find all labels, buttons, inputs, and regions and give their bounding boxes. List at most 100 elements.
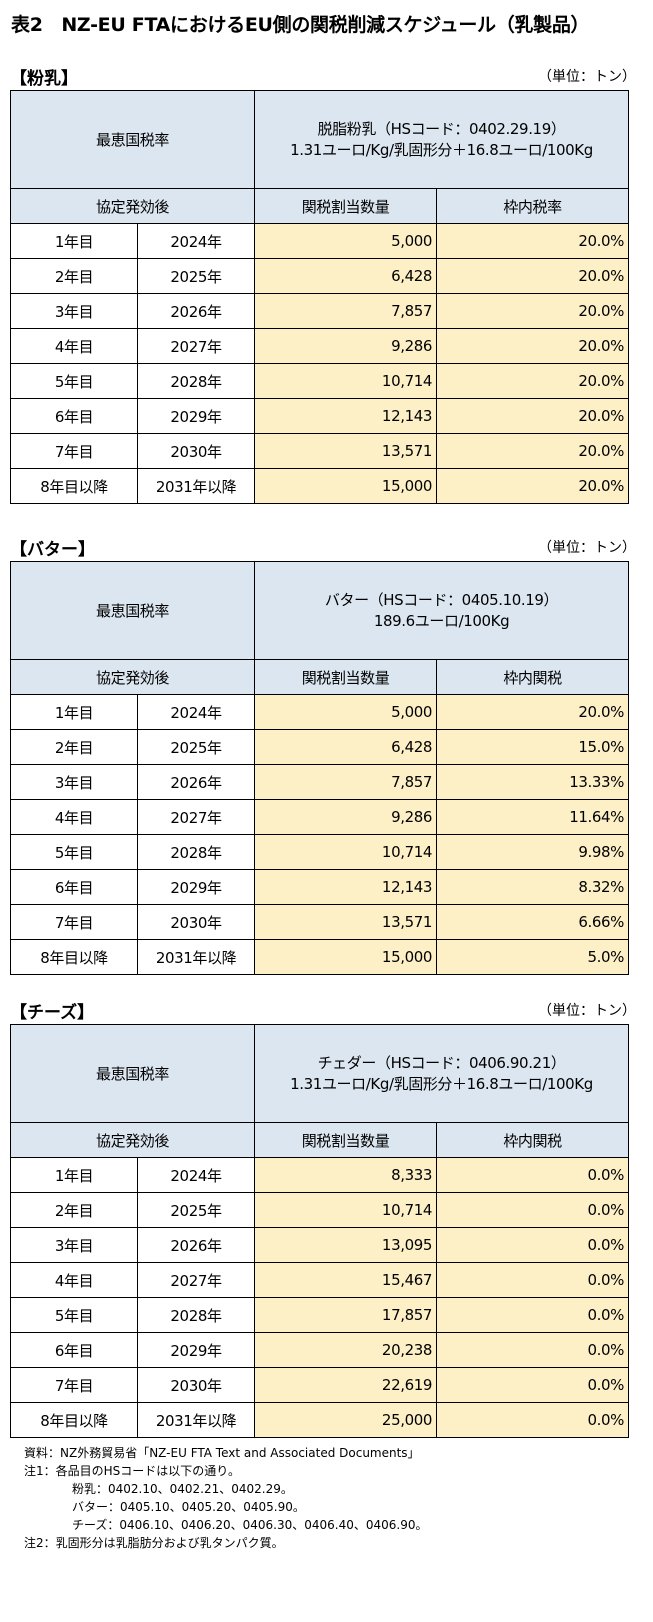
table-row: 3年目 2026年 13,095 0.0% <box>10 1227 630 1263</box>
section-cheese: 【チーズ】 （単位：トン） 最恵国税率 チェダー（HSコード：0406.90.21） 1… <box>9 996 644 1438</box>
schedule-table: 最恵国税率 脱脂粉乳（HSコード：0402.29.19） 1.31ユーロ/Kg/乳固… <box>9 90 630 504</box>
quota-cell: 7,857 <box>254 293 438 329</box>
year-number-cell: 4年目 <box>10 1262 138 1298</box>
calendar-year-cell: 2026年 <box>136 1227 256 1263</box>
table-row: 6年目 2029年 12,143 20.0% <box>10 398 630 434</box>
rate-cell: 0.0% <box>436 1402 630 1438</box>
rate-cell: 20.0% <box>436 433 630 469</box>
table-row: 8年目以降 2031年以降 25,000 0.0% <box>10 1402 630 1438</box>
quota-cell: 13,571 <box>254 433 438 469</box>
column-header-quota: 関税割当数量 <box>254 188 438 224</box>
table-row: 6年目 2029年 20,238 0.0% <box>10 1332 630 1368</box>
column-header-row: 協定発効後 関税割当数量 枠内税率 <box>9 188 630 224</box>
rate-cell: 6.66% <box>436 904 630 940</box>
section-header: 【バター】 （単位：トン） <box>10 533 644 561</box>
year-number-cell: 4年目 <box>10 799 138 835</box>
rate-cell: 0.0% <box>436 1332 630 1368</box>
rate-cell: 0.0% <box>436 1262 630 1298</box>
unit-label: （単位：トン） <box>538 69 636 85</box>
table-row: 7年目 2030年 13,571 6.66% <box>10 904 630 940</box>
calendar-year-cell: 2025年 <box>136 258 256 294</box>
rate-cell: 8.32% <box>436 869 630 905</box>
year-number-cell: 1年目 <box>10 694 138 730</box>
product-mfn-rate: 1.31ユーロ/Kg/乳固形分＋16.8ユーロ/100Kg <box>290 140 593 159</box>
year-number-cell: 7年目 <box>10 433 138 469</box>
quota-cell: 9,286 <box>254 799 438 835</box>
mfn-row: 最恵国税率 チェダー（HSコード：0406.90.21） 1.31ユーロ/Kg/乳固… <box>9 1024 630 1123</box>
rate-cell: 0.0% <box>436 1192 630 1228</box>
source-note: 資料：NZ外務貿易省「NZ-EU FTA Text and Associated… <box>24 1446 420 1460</box>
calendar-year-cell: 2028年 <box>136 1297 256 1333</box>
rate-cell: 11.64% <box>436 799 630 835</box>
calendar-year-cell: 2024年 <box>136 223 256 259</box>
section-title: 【チーズ】 <box>10 1003 95 1023</box>
quota-cell: 13,571 <box>254 904 438 940</box>
column-header-row: 協定発効後 関税割当数量 枠内関税 <box>9 659 630 695</box>
quota-cell: 12,143 <box>254 398 438 434</box>
column-header-row: 協定発効後 関税割当数量 枠内関税 <box>9 1122 630 1158</box>
calendar-year-cell: 2027年 <box>136 1262 256 1298</box>
calendar-year-cell: 2025年 <box>136 729 256 765</box>
note-1-butter-codes: バター：0405.10、0405.20、0405.90。 <box>72 1500 305 1514</box>
table-row: 3年目 2026年 7,857 20.0% <box>10 293 630 329</box>
calendar-year-cell: 2028年 <box>136 834 256 870</box>
column-header-rate: 枠内関税 <box>436 1122 630 1158</box>
section-title: 【粉乳】 <box>10 69 78 89</box>
table-row: 2年目 2025年 10,714 0.0% <box>10 1192 630 1228</box>
table-row: 8年目以降 2031年以降 15,000 20.0% <box>10 468 630 504</box>
rate-cell: 20.0% <box>436 694 630 730</box>
year-number-cell: 6年目 <box>10 398 138 434</box>
rate-cell: 13.33% <box>436 764 630 800</box>
year-number-cell: 6年目 <box>10 1332 138 1368</box>
calendar-year-cell: 2027年 <box>136 328 256 364</box>
table-row: 2年目 2025年 6,428 15.0% <box>10 729 630 765</box>
quota-cell: 9,286 <box>254 328 438 364</box>
table-row: 6年目 2029年 12,143 8.32% <box>10 869 630 905</box>
calendar-year-cell: 2026年 <box>136 764 256 800</box>
section-butter: 【バター】 （単位：トン） 最恵国税率 バター（HSコード：0405.10.19） 18… <box>9 533 644 975</box>
table-row: 1年目 2024年 8,333 0.0% <box>10 1157 630 1193</box>
table-row: 7年目 2030年 13,571 20.0% <box>10 433 630 469</box>
rate-cell: 20.0% <box>436 363 630 399</box>
note-1-cheese-codes: チーズ：0406.10、0406.20、0406.30、0406.40、0406… <box>72 1518 428 1532</box>
year-number-cell: 8年目以降 <box>10 1402 138 1438</box>
quota-cell: 17,857 <box>254 1297 438 1333</box>
product-description: 脱脂粉乳（HSコード：0402.29.19） 1.31ユーロ/Kg/乳固形分＋16… <box>254 90 630 189</box>
rate-cell: 0.0% <box>436 1227 630 1263</box>
quota-cell: 10,714 <box>254 834 438 870</box>
year-number-cell: 2年目 <box>10 258 138 294</box>
product-description: バター（HSコード：0405.10.19） 189.6ユーロ/100Kg <box>254 561 630 660</box>
product-hs-code: チェダー（HSコード：0406.90.21） <box>317 1053 566 1072</box>
table-row: 4年目 2027年 9,286 20.0% <box>10 328 630 364</box>
table-row: 1年目 2024年 5,000 20.0% <box>10 694 630 730</box>
note-1-milk-codes: 粉乳：0402.10、0402.21、0402.29。 <box>72 1482 293 1496</box>
calendar-year-cell: 2030年 <box>136 1367 256 1403</box>
calendar-year-cell: 2027年 <box>136 799 256 835</box>
product-mfn-rate: 189.6ユーロ/100Kg <box>373 611 510 630</box>
calendar-year-cell: 2026年 <box>136 293 256 329</box>
year-number-cell: 7年目 <box>10 1367 138 1403</box>
rate-cell: 0.0% <box>436 1157 630 1193</box>
mfn-label: 最恵国税率 <box>9 90 256 189</box>
notes: 資料：NZ外務貿易省「NZ-EU FTA Text and Associated… <box>24 1444 644 1552</box>
year-number-cell: 8年目以降 <box>10 939 138 975</box>
rate-cell: 20.0% <box>436 258 630 294</box>
mfn-row: 最恵国税率 バター（HSコード：0405.10.19） 189.6ユーロ/100Kg <box>9 561 630 660</box>
section-header: 【粉乳】 （単位：トン） <box>10 62 644 90</box>
year-number-cell: 7年目 <box>10 904 138 940</box>
year-number-cell: 1年目 <box>10 223 138 259</box>
table-row: 3年目 2026年 7,857 13.33% <box>10 764 630 800</box>
quota-cell: 15,000 <box>254 468 438 504</box>
quota-cell: 5,000 <box>254 694 438 730</box>
column-header-period: 協定発効後 <box>9 659 256 695</box>
calendar-year-cell: 2031年以降 <box>136 939 256 975</box>
rate-cell: 0.0% <box>436 1297 630 1333</box>
quota-cell: 7,857 <box>254 764 438 800</box>
calendar-year-cell: 2025年 <box>136 1192 256 1228</box>
schedule-table: 最恵国税率 バター（HSコード：0405.10.19） 189.6ユーロ/100Kg… <box>9 561 630 975</box>
rate-cell: 20.0% <box>436 293 630 329</box>
year-number-cell: 2年目 <box>10 729 138 765</box>
rate-cell: 20.0% <box>436 468 630 504</box>
page-title: 表2 NZ-EU FTAにおけるEU側の関税削減スケジュール（乳製品） <box>11 14 590 36</box>
calendar-year-cell: 2024年 <box>136 1157 256 1193</box>
